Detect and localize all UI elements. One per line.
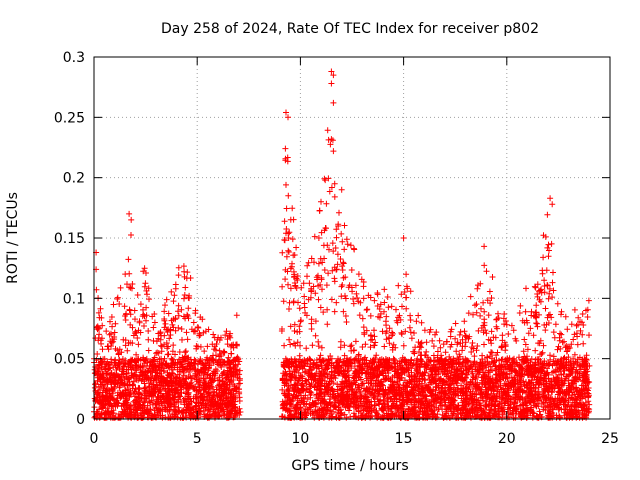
data-point <box>116 365 123 372</box>
data-point <box>170 342 177 349</box>
data-point <box>107 318 113 325</box>
data-point <box>117 284 124 291</box>
data-point <box>162 320 169 327</box>
data-point <box>103 370 110 377</box>
data-point <box>178 306 185 313</box>
data-point <box>133 351 140 358</box>
data-point <box>121 303 128 310</box>
data-point <box>124 281 130 288</box>
data-point <box>221 410 228 417</box>
data-point <box>92 364 99 370</box>
data-point <box>144 291 150 298</box>
data-point <box>184 311 191 318</box>
data-point <box>182 284 189 291</box>
data-point <box>99 322 106 329</box>
data-point <box>172 285 179 292</box>
data-point <box>204 343 211 350</box>
data-point <box>150 337 157 344</box>
data-point <box>141 283 148 290</box>
data-point <box>175 308 181 315</box>
data-point <box>151 319 158 326</box>
data-point <box>165 414 172 421</box>
data-point <box>106 331 113 338</box>
data-point <box>197 332 204 338</box>
data-point <box>103 328 110 335</box>
data-point <box>236 398 243 404</box>
data-point <box>109 323 116 330</box>
data-point <box>170 356 176 363</box>
data-point <box>141 265 148 272</box>
data-point <box>153 350 160 357</box>
data-point <box>163 296 170 303</box>
data-point <box>172 351 178 358</box>
data-point <box>184 336 191 343</box>
data-point <box>98 314 105 321</box>
data-point <box>178 326 185 332</box>
data-point <box>220 378 227 385</box>
data-point <box>175 312 182 319</box>
data-point <box>119 356 126 362</box>
data-point <box>181 292 188 298</box>
data-point <box>165 310 172 317</box>
data-point <box>161 317 168 324</box>
data-point <box>150 324 157 331</box>
data-point <box>106 365 113 372</box>
data-point <box>132 316 138 323</box>
data-point <box>108 314 115 320</box>
data-point <box>145 336 152 343</box>
data-point <box>237 409 244 415</box>
data-point <box>222 332 229 339</box>
data-point <box>203 402 210 409</box>
data-point <box>146 380 153 387</box>
data-point <box>180 263 187 270</box>
data-point <box>110 301 117 308</box>
data-point <box>165 343 172 350</box>
data-point <box>215 377 221 384</box>
data-point <box>116 384 123 391</box>
data-point <box>185 369 192 375</box>
data-point <box>135 377 142 384</box>
data-point <box>180 369 187 376</box>
data-point <box>162 302 168 309</box>
data-point <box>172 327 179 334</box>
data-point <box>175 302 182 309</box>
data-point <box>181 268 188 275</box>
data-point <box>183 275 190 282</box>
data-point <box>125 256 132 263</box>
data-point <box>218 334 224 341</box>
data-point <box>194 324 201 330</box>
data-point <box>223 328 230 335</box>
data-point <box>150 357 157 364</box>
data-point <box>128 232 134 238</box>
data-point <box>111 329 118 336</box>
data-point <box>182 349 188 356</box>
data-point <box>143 287 150 294</box>
data-point <box>134 335 141 341</box>
